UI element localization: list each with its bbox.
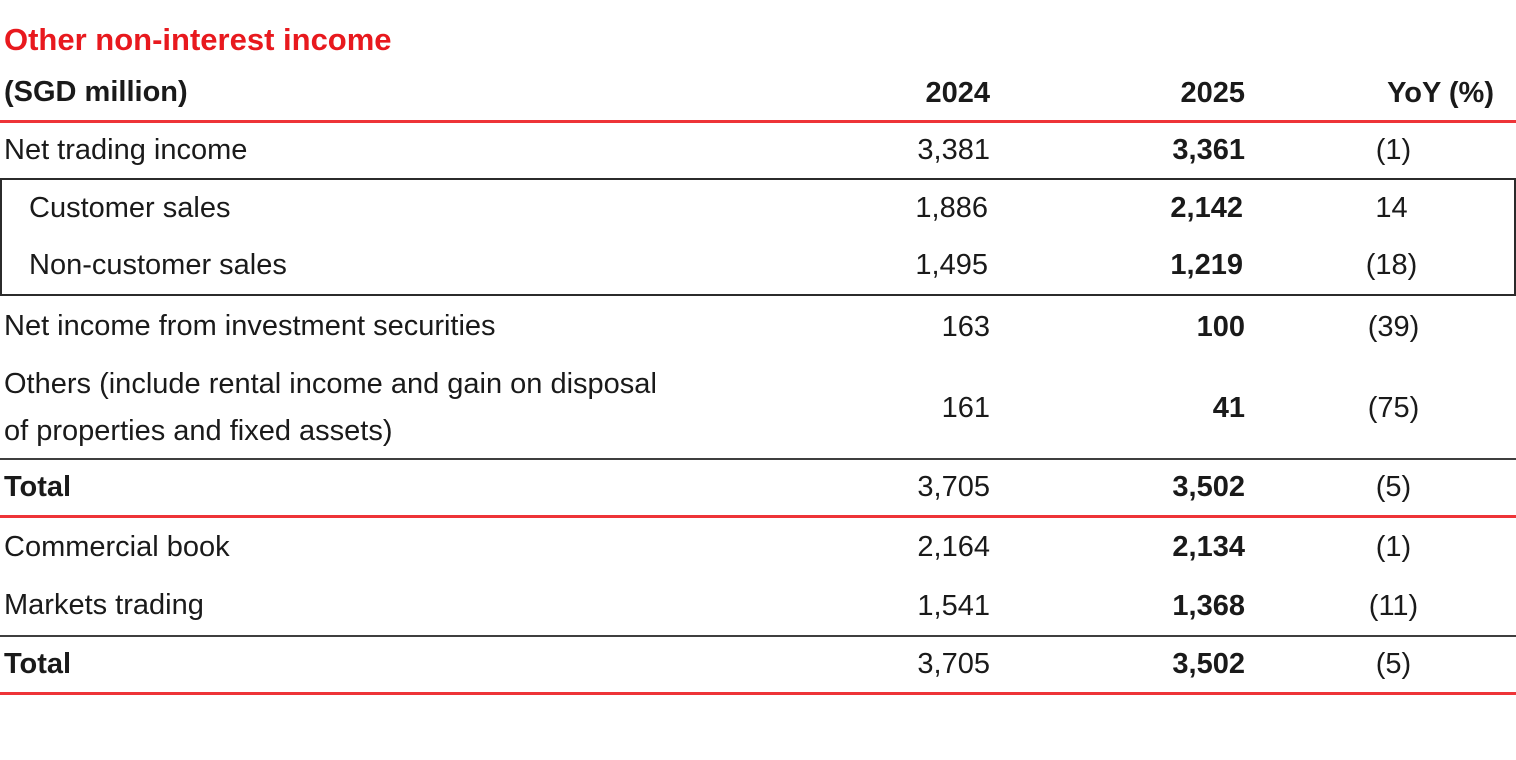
row-net-trading-income: Net trading income 3,381 3,361 (1) <box>0 123 1516 178</box>
cell-yoy: (18) <box>1365 249 1418 281</box>
cell-label: Net income from investment securities <box>4 310 496 343</box>
row-commercial-book: Commercial book 2,164 2,134 (1) <box>0 518 1516 577</box>
cell-2025: 1,368 <box>1172 589 1245 622</box>
cell-yoy: (5) <box>1375 648 1412 680</box>
col-header-2024: 2024 <box>925 76 990 109</box>
cell-yoy: (75) <box>1367 391 1420 424</box>
cell-2024: 1,495 <box>915 249 988 281</box>
cell-2024: 2,164 <box>917 531 990 563</box>
cell-2025: 2,134 <box>1172 531 1245 563</box>
cell-yoy: (1) <box>1375 134 1412 166</box>
row-non-customer-sales: Non-customer sales 1,495 1,219 (18) <box>2 237 1514 294</box>
row-others: Others (include rental income and gain o… <box>0 358 1516 458</box>
cell-2025: 3,502 <box>1172 648 1245 680</box>
cell-2024: 161 <box>941 391 990 424</box>
cell-yoy: (39) <box>1367 310 1420 343</box>
row-total-by-type: Total 3,705 3,502 (5) <box>0 458 1516 518</box>
income-table: (SGD million) 2024 2025 YoY (%) Net trad… <box>0 66 1516 695</box>
cell-2025: 3,502 <box>1172 471 1245 503</box>
col-header-yoy: YoY (%) <box>1387 76 1494 109</box>
row-customer-sales: Customer sales 1,886 2,142 14 <box>2 180 1514 237</box>
row-investment-securities: Net income from investment securities 16… <box>0 296 1516 358</box>
cell-label: Non-customer sales <box>29 248 287 281</box>
cell-2025: 41 <box>1212 391 1245 424</box>
cell-2025: 2,142 <box>1170 192 1243 224</box>
cell-2025: 3,361 <box>1172 134 1245 166</box>
row-markets-trading: Markets trading 1,541 1,368 (11) <box>0 577 1516 635</box>
table-header-row: (SGD million) 2024 2025 YoY (%) <box>0 66 1516 123</box>
cell-2024: 1,886 <box>915 192 988 224</box>
cell-label: Others (include rental income and gain o… <box>4 368 657 447</box>
cell-2025: 1,219 <box>1170 249 1243 281</box>
cell-yoy: 14 <box>1375 192 1408 224</box>
cell-label: Net trading income <box>4 133 248 166</box>
cell-label: Customer sales <box>29 191 231 224</box>
trading-breakdown-box: Customer sales 1,886 2,142 14 Non-custom… <box>0 178 1516 296</box>
cell-2024: 3,381 <box>917 134 990 166</box>
cell-label: Commercial book <box>4 530 230 563</box>
cell-2024: 3,705 <box>917 648 990 680</box>
cell-label: Total <box>4 470 72 503</box>
cell-yoy: (11) <box>1368 589 1419 622</box>
row-total-by-book: Total 3,705 3,502 (5) <box>0 635 1516 695</box>
cell-2025: 100 <box>1196 310 1245 343</box>
cell-yoy: (1) <box>1375 531 1412 563</box>
cell-label: Markets trading <box>4 589 204 622</box>
cell-2024: 3,705 <box>917 471 990 503</box>
unit-label: (SGD million) <box>4 76 188 109</box>
cell-2024: 1,541 <box>917 589 990 622</box>
page-title: Other non-interest income <box>4 22 392 57</box>
cell-2024: 163 <box>941 310 990 343</box>
cell-yoy: (5) <box>1375 471 1412 503</box>
col-header-2025: 2025 <box>1180 76 1245 109</box>
cell-label: Total <box>4 647 72 680</box>
